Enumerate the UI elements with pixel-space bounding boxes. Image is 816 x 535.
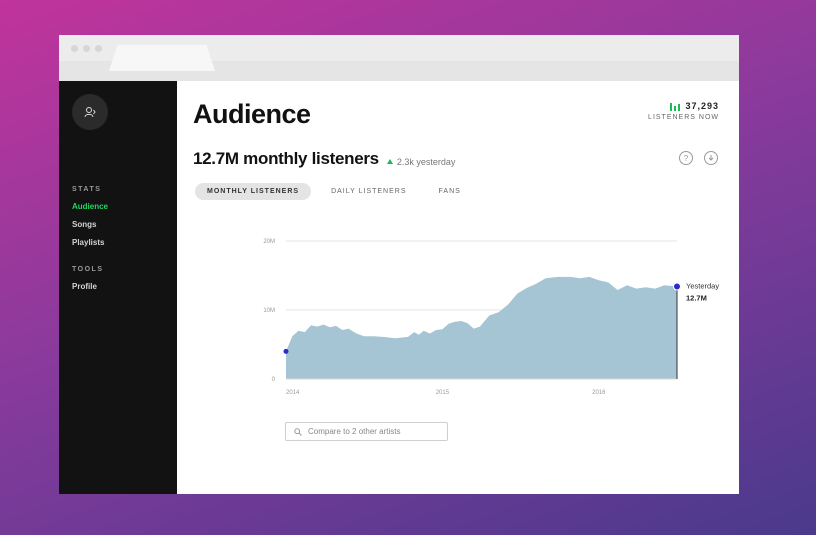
y-tick-label: 10M — [263, 308, 275, 314]
sidebar: STATS Audience Songs Playlists TOOLS Pro… — [59, 81, 177, 494]
tab-daily-listeners[interactable]: DAILY LISTENERS — [331, 188, 407, 195]
tab-monthly-listeners[interactable]: MONTHLY LISTENERS — [195, 183, 312, 200]
search-icon — [294, 427, 302, 436]
y-tick-label: 0 — [272, 377, 276, 383]
end-point — [673, 282, 681, 291]
area-series — [286, 276, 677, 379]
browser-window: STATS Audience Songs Playlists TOOLS Pro… — [59, 35, 739, 494]
listeners-now-label: LISTENERS NOW — [648, 114, 719, 121]
bar-chart-icon — [670, 102, 681, 111]
tab-bar: MONTHLY LISTENERS DAILY LISTENERS FANS — [195, 183, 481, 200]
page-title: Audience — [193, 99, 311, 129]
subheader: 12.7M monthly listeners 2.3k yesterday — [193, 149, 455, 169]
help-icon[interactable]: ? — [679, 151, 693, 165]
sidebar-item-playlists[interactable]: Playlists — [72, 238, 105, 247]
avatar[interactable] — [72, 94, 108, 130]
browser-tab[interactable] — [109, 45, 215, 71]
sidebar-item-profile[interactable]: Profile — [72, 282, 97, 291]
minimize-dot[interactable] — [83, 45, 90, 52]
listeners-chart: 20M 10M 0 2014 2015 2016 Yesterday 12.7M — [263, 239, 719, 396]
tab-fans[interactable]: FANS — [438, 188, 461, 195]
delta-text: 2.3k yesterday — [396, 156, 456, 167]
x-tick-label: 2015 — [436, 390, 450, 396]
window-controls — [71, 45, 102, 52]
compare-input[interactable]: Compare to 2 other artists — [285, 422, 448, 441]
close-dot[interactable] — [71, 45, 78, 52]
x-tick-label: 2016 — [592, 390, 606, 396]
main-content: Audience 37,293 LISTENERS NOW 12.7M mont… — [177, 81, 739, 494]
y-tick-label: 20M — [263, 239, 275, 245]
download-icon[interactable] — [704, 151, 718, 165]
x-tick-label: 2014 — [286, 390, 300, 396]
stats-heading: STATS — [72, 186, 102, 193]
annotation-label: Yesterday — [686, 282, 719, 291]
maximize-dot[interactable] — [95, 45, 102, 52]
sidebar-item-audience[interactable]: Audience — [72, 202, 109, 211]
address-bar[interactable] — [59, 61, 739, 81]
monthly-listeners: 12.7M monthly listeners — [193, 149, 379, 168]
delta-indicator: 2.3k yesterday — [386, 156, 456, 167]
up-arrow-icon — [386, 159, 393, 164]
tools-heading: TOOLS — [72, 266, 104, 273]
sidebar-item-songs[interactable]: Songs — [72, 220, 97, 229]
listeners-now-value: 37,293 — [685, 101, 719, 111]
annotation-value: 12.7M — [686, 294, 707, 303]
compare-placeholder: Compare to 2 other artists — [308, 427, 401, 436]
user-icon — [84, 107, 96, 118]
listeners-now: 37,293 LISTENERS NOW — [648, 101, 719, 121]
browser-chrome — [59, 35, 739, 81]
start-point — [283, 348, 289, 354]
